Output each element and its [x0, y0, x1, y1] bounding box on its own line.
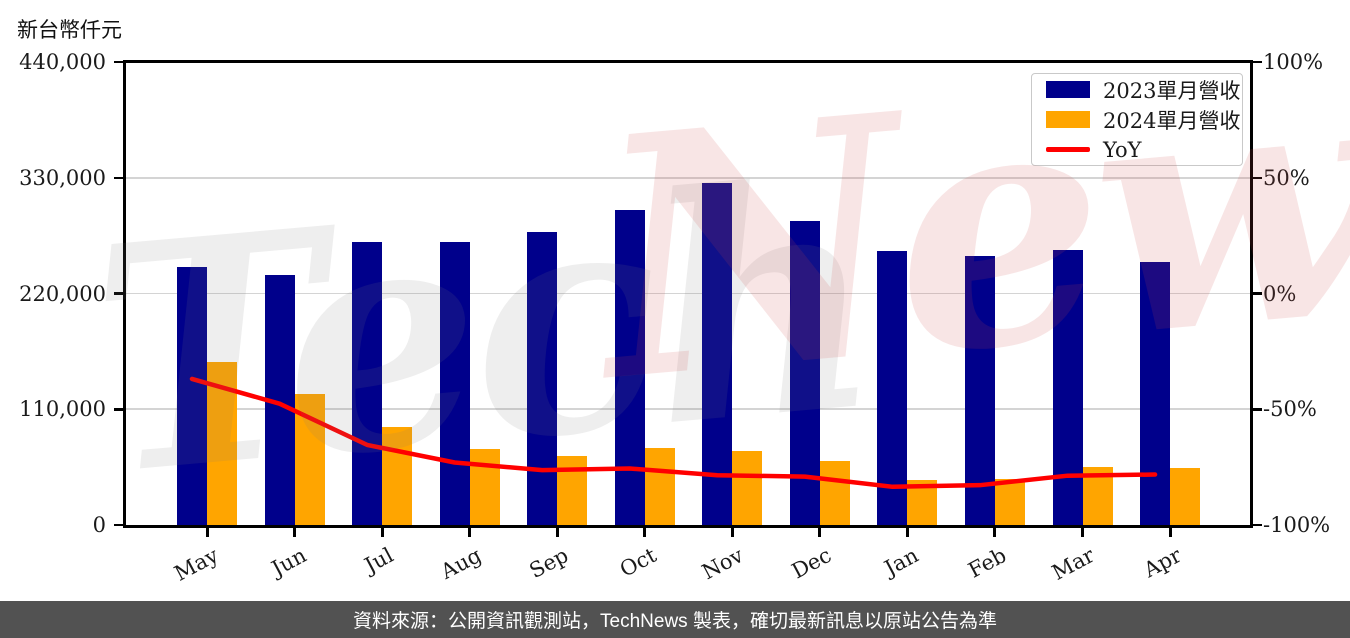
bar-2024單月營收-Oct — [644, 448, 675, 525]
gridline — [126, 176, 1250, 179]
bar-2023單月營收-Aug — [439, 241, 470, 525]
legend-item-2023: 2023單月營收 — [1046, 75, 1242, 105]
x-tick-mark — [293, 528, 297, 537]
right-tick-label: 0% — [1263, 281, 1297, 306]
bar-2023單月營收-Jan — [877, 250, 908, 525]
x-tick-label-Sep: Sep — [525, 543, 573, 584]
x-tick-label-Mar: Mar — [1047, 543, 1098, 585]
source-text: 資料來源：公開資訊觀測站，TechNews 製表，確切最新訊息以原站公告為準 — [353, 611, 997, 632]
left-tick-label: 330,000 — [19, 165, 106, 190]
left-tick-label: 220,000 — [19, 281, 106, 306]
x-tick-label-Apr: Apr — [1139, 543, 1186, 583]
x-tick-mark — [905, 528, 909, 537]
legend-swatch-yoy — [1046, 147, 1090, 152]
x-tick-mark — [555, 528, 559, 537]
x-tick-label-Aug: Aug — [436, 543, 485, 584]
bar-2024單月營收-Jul — [382, 427, 413, 525]
x-tick-mark — [205, 528, 209, 537]
right-tick-mark — [1252, 408, 1262, 411]
right-axis-spine — [1250, 60, 1253, 528]
bar-2023單月營收-Dec — [789, 220, 820, 525]
legend-label-2024: 2024單月營收 — [1103, 108, 1241, 133]
legend-swatch-2024 — [1046, 111, 1090, 128]
x-tick-label-May: May — [170, 543, 223, 586]
y-axis-unit-title: 新台幣仟元 — [17, 18, 122, 42]
left-tick-label: 110,000 — [19, 397, 106, 422]
left-tick-mark — [114, 292, 123, 295]
bar-2024單月營收-Mar — [1082, 466, 1113, 525]
right-tick-mark — [1252, 523, 1262, 527]
bar-2023單月營收-May — [177, 267, 207, 525]
left-tick-mark — [114, 60, 123, 64]
left-tick-label: 0 — [92, 513, 106, 537]
gridline — [126, 292, 1250, 295]
bar-2024單月營收-Sep — [557, 455, 588, 525]
legend-box: 2023單月營收 2024單月營收 YoY — [1031, 73, 1243, 166]
right-tick-label: 50% — [1263, 165, 1310, 190]
x-tick-label-Jun: Jun — [267, 543, 310, 581]
source-bar: 資料來源：公開資訊觀測站，TechNews 製表，確切最新訊息以原站公告為準 — [0, 601, 1350, 638]
left-tick-mark — [114, 176, 123, 179]
bar-2023單月營收-Oct — [614, 209, 645, 525]
bar-2023單月營收-Nov — [702, 183, 733, 525]
right-tick-label: -50% — [1263, 397, 1317, 422]
bottom-axis-spine — [123, 525, 1252, 528]
right-tick-mark — [1252, 60, 1262, 64]
x-tick-label-Nov: Nov — [698, 543, 748, 585]
legend-label-2023: 2023單月營收 — [1103, 78, 1241, 103]
x-tick-mark — [1168, 528, 1172, 537]
right-tick-mark — [1252, 292, 1262, 295]
bar-2024單月營收-Jan — [907, 479, 938, 525]
bar-2023單月營收-Jul — [352, 241, 383, 525]
x-tick-mark — [1081, 528, 1084, 537]
legend-item-2024: 2024單月營收 — [1046, 105, 1242, 135]
x-tick-mark — [643, 528, 647, 537]
bar-2023單月營收-Mar — [1052, 250, 1083, 525]
bar-2024單月營收-Apr — [1170, 467, 1201, 525]
right-tick-mark — [1252, 176, 1262, 179]
legend-swatch-2023 — [1046, 81, 1090, 98]
left-tick-label: 440,000 — [19, 50, 106, 74]
x-tick-mark — [380, 528, 384, 537]
x-tick-label-Jul: Jul — [360, 543, 398, 578]
x-tick-mark — [468, 528, 472, 537]
x-tick-mark — [818, 528, 822, 537]
left-tick-mark — [114, 408, 123, 411]
x-tick-mark — [730, 528, 734, 537]
top-axis-spine — [123, 60, 1252, 63]
right-tick-label: 100% — [1263, 50, 1324, 74]
left-tick-mark — [114, 523, 123, 527]
bar-2023單月營收-Feb — [964, 255, 995, 525]
bar-2023單月營收-Jun — [264, 275, 295, 525]
bar-2023單月營收-Sep — [527, 231, 558, 525]
x-tick-label-Jan: Jan — [880, 543, 923, 581]
bar-2023單月營收-Apr — [1140, 261, 1171, 525]
legend-item-yoy: YoY — [1046, 135, 1242, 165]
x-tick-label-Dec: Dec — [787, 543, 836, 584]
bar-2024單月營收-Aug — [469, 448, 500, 525]
bar-2024單月營收-Feb — [994, 478, 1025, 525]
bar-2024單月營收-Jun — [294, 393, 325, 525]
bar-2024單月營收-Nov — [732, 451, 763, 525]
bar-2024單月營收-Dec — [819, 461, 850, 525]
x-tick-label-Feb: Feb — [964, 543, 1011, 583]
left-axis-spine — [123, 60, 126, 528]
right-tick-label: -100% — [1263, 513, 1331, 537]
x-tick-mark — [993, 528, 997, 537]
bar-2024單月營收-May — [207, 362, 237, 525]
x-tick-label-Oct: Oct — [615, 543, 661, 582]
legend-label-yoy: YoY — [1103, 137, 1142, 162]
